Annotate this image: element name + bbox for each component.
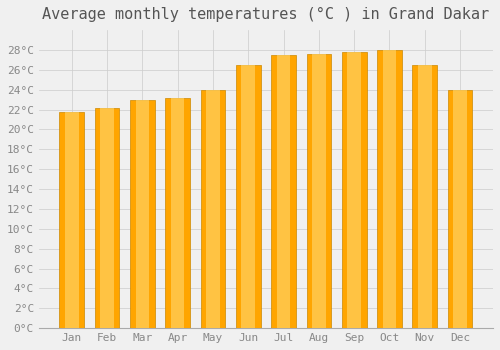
Bar [130,100,155,328]
Bar [348,52,361,328]
Bar [200,90,226,328]
Bar [242,65,255,328]
Bar [100,107,114,328]
Bar [136,100,149,328]
Bar [448,90,472,328]
Bar [382,50,396,328]
Bar [418,65,432,328]
Bar [236,65,260,328]
Bar [166,98,190,328]
Bar [342,52,366,328]
Bar [65,112,78,328]
Bar [206,90,220,328]
Bar [277,55,290,328]
Bar [377,50,402,328]
Bar [412,65,437,328]
Bar [60,112,84,328]
Bar [271,55,296,328]
Bar [312,54,326,328]
Title: Average monthly temperatures (°C ) in Grand Dakar: Average monthly temperatures (°C ) in Gr… [42,7,490,22]
Bar [306,54,331,328]
Bar [454,90,467,328]
Bar [94,107,120,328]
Bar [171,98,184,328]
